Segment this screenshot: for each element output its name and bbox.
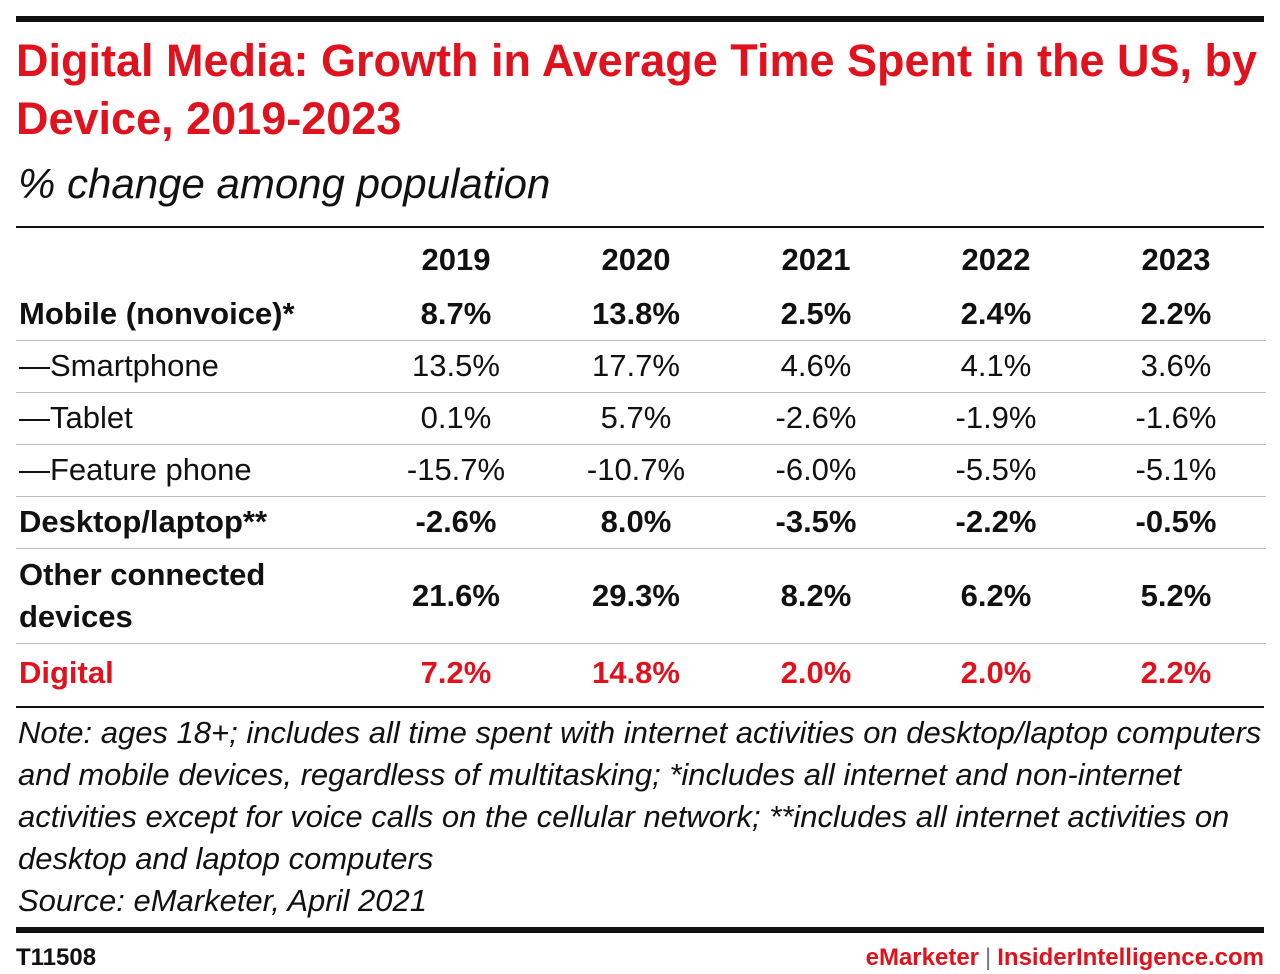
row-label: Digital <box>16 642 366 703</box>
table-cell: 2.2% <box>1140 295 1212 331</box>
chart-id: T11508 <box>16 944 97 971</box>
table-cell: -3.5% <box>726 495 906 548</box>
table-cell: 6.2% <box>906 547 1086 643</box>
table-cell: 5.2% <box>1086 547 1266 643</box>
table-cell: -6.0% <box>726 443 906 496</box>
table-cell: -0.5% <box>1086 495 1266 548</box>
table-cell: 2.2% <box>1086 642 1266 703</box>
table-cell: 7.2% <box>366 642 546 703</box>
table-cell: 14.8% <box>546 642 726 703</box>
row-label: —Feature phone <box>16 443 366 496</box>
table-row: Other connected devices 21.6% 29.3% 8.2%… <box>16 547 1266 643</box>
row-label: Desktop/laptop** <box>16 495 366 548</box>
table-cell: 4.6% <box>726 339 906 392</box>
row-label: —Tablet <box>16 391 366 444</box>
note-text: Note: ages 18+; includes all time spent … <box>18 715 1262 876</box>
table-row: —Tablet 0.1% 5.7% -2.6% -1.9% -1.6% <box>16 391 1266 444</box>
table-cell: 29.3% <box>546 547 726 643</box>
chart-subtitle: % change among population <box>18 160 551 207</box>
insider-intelligence-link: InsiderIntelligence.com <box>997 944 1264 971</box>
column-header: 2020 <box>601 242 671 277</box>
column-header: 2022 <box>961 242 1031 277</box>
table-cell: 3.6% <box>1086 339 1266 392</box>
table-cell: 2.4% <box>960 295 1032 331</box>
table-row: —Feature phone -15.7% -10.7% -6.0% -5.5%… <box>16 443 1266 496</box>
table-cell: -10.7% <box>546 443 726 496</box>
row-label: Mobile (nonvoice)* <box>19 295 295 331</box>
source-text: Source: eMarketer, April 2021 <box>18 883 427 918</box>
table-cell: 0.1% <box>366 391 546 444</box>
table-cell: 5.7% <box>546 391 726 444</box>
data-table: 2019 2020 2021 2022 2023 Mobile (nonvoic… <box>16 232 1266 703</box>
table-cell: -1.6% <box>1086 391 1266 444</box>
table-cell: 13.8% <box>592 295 680 331</box>
table-cell: 8.2% <box>726 547 906 643</box>
column-header: 2019 <box>421 242 491 277</box>
table-cell: -2.6% <box>726 391 906 444</box>
column-header-row: 2019 2020 2021 2022 2023 <box>16 232 1266 288</box>
table-cell: 21.6% <box>366 547 546 643</box>
column-header: 2023 <box>1141 242 1211 277</box>
table-cell: 13.5% <box>366 339 546 392</box>
row-label: —Smartphone <box>16 339 366 392</box>
table-cell: 2.5% <box>780 295 852 331</box>
table-cell: 8.7% <box>420 295 492 331</box>
table-cell: 4.1% <box>906 339 1086 392</box>
column-header-corner <box>16 232 366 288</box>
footer-brand: eMarketer | InsiderIntelligence.com <box>866 943 1264 973</box>
table-cell: -2.6% <box>366 495 546 548</box>
emarketer-logo: eMarketer <box>865 944 980 971</box>
table-cell: 17.7% <box>546 339 726 392</box>
table-row-total: Digital 7.2% 14.8% 2.0% 2.0% 2.2% <box>16 642 1266 703</box>
bottom-rule <box>16 927 1264 933</box>
table-cell: 2.0% <box>906 642 1086 703</box>
table-cell: -15.7% <box>366 443 546 496</box>
brand-separator: | <box>985 944 992 971</box>
chart-title: Digital Media: Growth in Average Time Sp… <box>16 35 1258 144</box>
header-rule <box>16 226 1264 228</box>
table-cell: -1.9% <box>906 391 1086 444</box>
table-cell: -2.2% <box>906 495 1086 548</box>
top-rule <box>16 16 1264 22</box>
row-label: Other connected devices <box>16 547 366 643</box>
table-row: —Smartphone 13.5% 17.7% 4.6% 4.1% 3.6% <box>16 339 1266 392</box>
footnote-rule <box>16 706 1264 708</box>
table-cell: -5.1% <box>1086 443 1266 496</box>
table-cell: 2.0% <box>726 642 906 703</box>
table-cell: 8.0% <box>546 495 726 548</box>
footnote: Note: ages 18+; includes all time spent … <box>18 712 1268 922</box>
table-row: Desktop/laptop** -2.6% 8.0% -3.5% -2.2% … <box>16 495 1266 548</box>
table-row: Mobile (nonvoice)* 8.7% 13.8% 2.5% 2.4% … <box>16 288 1266 340</box>
table-cell: -5.5% <box>906 443 1086 496</box>
column-header: 2021 <box>781 242 851 277</box>
